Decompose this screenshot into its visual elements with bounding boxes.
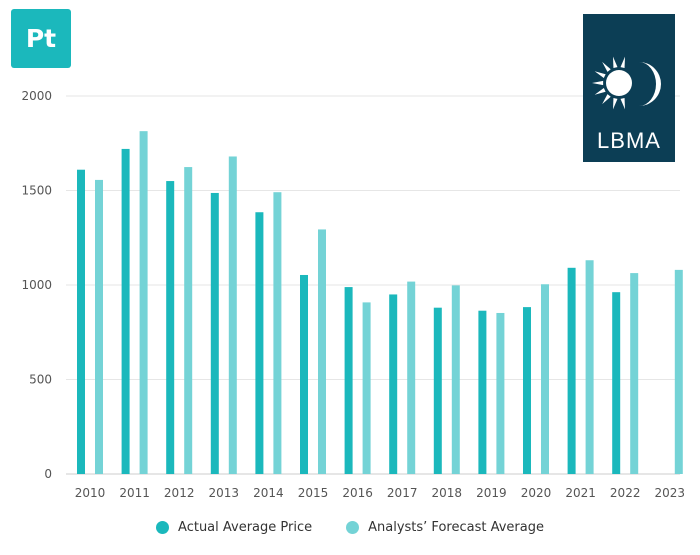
bar-actual[interactable] — [612, 292, 621, 474]
bar-actual[interactable] — [523, 307, 531, 474]
x-tick-label: 2012 — [164, 486, 195, 500]
sun-ray — [602, 94, 611, 105]
sun-ray — [592, 80, 604, 86]
x-tick-label: 2010 — [75, 486, 106, 500]
x-tick-label: 2021 — [565, 486, 596, 500]
bar-actual[interactable] — [478, 310, 487, 474]
legend-marker-actual — [156, 521, 170, 534]
x-tick-label: 2014 — [253, 486, 284, 500]
sun-ray — [620, 56, 626, 68]
bar-actual[interactable] — [166, 181, 175, 475]
legend-label-actual: Actual Average Price — [178, 520, 313, 535]
bar-forecast[interactable] — [674, 269, 683, 474]
y-tick-label: 1500 — [21, 184, 52, 198]
x-tick-label: 2015 — [298, 486, 329, 500]
sun-ray — [612, 98, 618, 110]
bars — [77, 131, 683, 475]
badge-text: Pt — [25, 24, 57, 53]
y-axis-tick-labels: 0 500 1000 1500 2000 — [21, 89, 52, 481]
legend: Actual Average Price Analysts’ Forecast … — [0, 520, 700, 535]
y-tick-label: 0 — [44, 467, 52, 481]
bar-forecast[interactable] — [273, 192, 282, 475]
x-tick-label: 2013 — [209, 486, 240, 500]
bar-actual[interactable] — [389, 294, 398, 474]
bar-forecast[interactable] — [95, 179, 103, 474]
bar-actual[interactable] — [344, 287, 353, 474]
bar-forecast[interactable] — [362, 302, 371, 474]
bar-actual[interactable] — [210, 192, 219, 474]
legend-label-forecast: Analysts’ Forecast Average — [368, 520, 544, 535]
bar-forecast[interactable] — [451, 285, 460, 474]
x-axis-tick-labels: 2010 2011 2012 2013 2014 2015 2016 2017 2018 2019… — [75, 486, 685, 500]
x-tick-label: 2020 — [521, 486, 552, 500]
bar-forecast[interactable] — [228, 156, 237, 475]
bar-forecast[interactable] — [139, 131, 148, 475]
bar-actual[interactable] — [300, 274, 308, 474]
platinum-badge: Pt — [11, 9, 71, 68]
bar-actual[interactable] — [255, 212, 264, 475]
bar-forecast[interactable] — [318, 229, 326, 474]
bar-actual[interactable] — [77, 169, 85, 474]
sun-ray — [594, 88, 606, 95]
x-tick-label: 2019 — [476, 486, 507, 500]
legend-item-actual[interactable]: Actual Average Price — [156, 520, 312, 535]
y-tick-label: 1000 — [21, 278, 52, 292]
lbma-logo: LBMA — [583, 14, 675, 162]
sun-ray — [594, 71, 606, 78]
legend-item-forecast[interactable]: Analysts’ Forecast Average — [346, 520, 544, 535]
bar-forecast[interactable] — [407, 281, 416, 474]
bar-forecast[interactable] — [585, 260, 594, 474]
bar-forecast[interactable] — [630, 273, 639, 474]
logo-text: LBMA — [597, 128, 661, 153]
sun-ray — [612, 56, 618, 68]
bar-actual[interactable] — [121, 148, 130, 475]
bar-forecast[interactable] — [184, 167, 193, 474]
x-tick-label: 2017 — [387, 486, 418, 500]
x-tick-label: 2016 — [342, 486, 373, 500]
x-tick-label: 2018 — [432, 486, 463, 500]
y-tick-label: 2000 — [21, 89, 52, 103]
y-tick-label: 500 — [29, 373, 52, 387]
bar-actual[interactable] — [567, 267, 576, 474]
bar-forecast[interactable] — [496, 312, 505, 474]
sun-moon-icon — [592, 56, 661, 110]
bar-forecast[interactable] — [541, 284, 549, 474]
x-tick-label: 2023 — [655, 486, 686, 500]
legend-marker-forecast — [346, 521, 360, 534]
x-tick-label: 2022 — [610, 486, 641, 500]
sun-ray — [620, 98, 626, 110]
x-tick-label: 2011 — [119, 486, 150, 500]
sun-ray — [602, 61, 611, 72]
bar-actual[interactable] — [433, 307, 442, 474]
